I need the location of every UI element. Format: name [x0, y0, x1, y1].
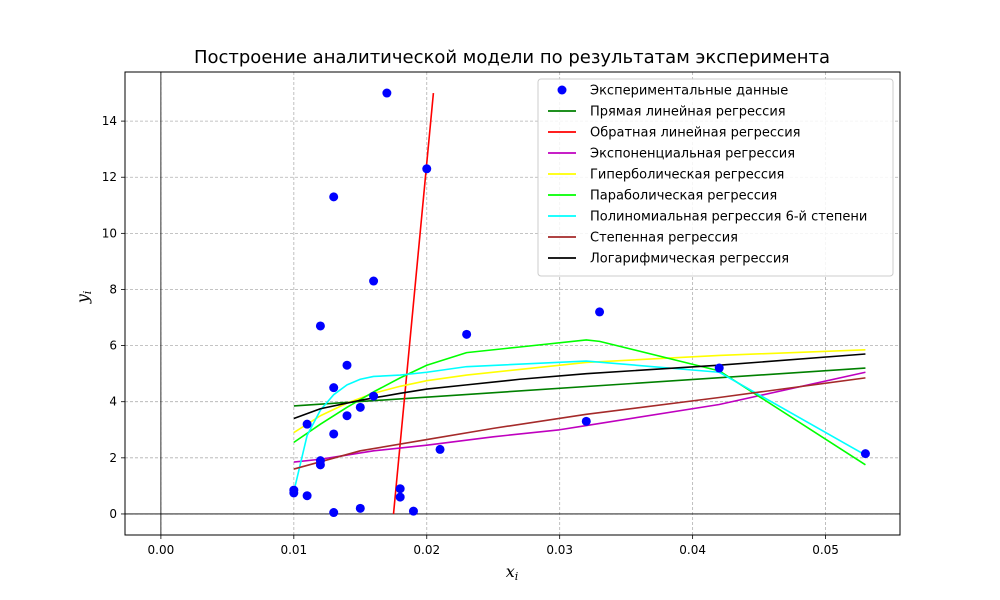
- x-tick-label: 0.02: [413, 543, 440, 557]
- data-point: [289, 488, 299, 498]
- x-tick-label: 0.04: [679, 543, 706, 557]
- series-line: [293, 377, 866, 470]
- data-point: [315, 460, 325, 470]
- data-point: [395, 492, 405, 502]
- data-point: [408, 506, 418, 516]
- y-tick-label: 12: [102, 170, 117, 184]
- data-point: [329, 383, 339, 393]
- x-tick-label: 0.01: [280, 543, 307, 557]
- legend-label: Прямая линейная регрессия: [590, 105, 786, 120]
- y-axis-label: yi: [73, 291, 94, 305]
- data-point: [329, 508, 339, 518]
- series-line: [293, 371, 866, 463]
- plot-area: 0.00 0.01 0.02 0.03 0.04 0.05 0 2 4 6 8 10 12 14 Экспе…: [102, 71, 901, 557]
- data-point: [342, 360, 352, 370]
- y-tick-label: 10: [102, 226, 117, 240]
- series-line: [293, 360, 866, 492]
- data-point: [329, 429, 339, 439]
- data-point: [395, 484, 405, 494]
- data-point: [329, 192, 339, 202]
- legend-box: [537, 78, 894, 277]
- legend-label: Логарифмическая регрессия: [590, 252, 789, 267]
- legend: Экспериментальные данные Прямая линейная …: [537, 78, 894, 277]
- data-point: [422, 164, 432, 174]
- x-tick-label: 0.03: [546, 543, 573, 557]
- data-point: [435, 444, 445, 454]
- x-axis-label-main: x: [506, 562, 515, 581]
- chart-title: Построение аналитической модели по резул…: [194, 47, 830, 68]
- data-point: [355, 503, 365, 513]
- data-point: [860, 449, 870, 459]
- data-point: [302, 419, 312, 429]
- series-line: [293, 367, 866, 407]
- data-points-group: [289, 88, 870, 518]
- data-point: [369, 276, 379, 286]
- series-line: [293, 353, 866, 420]
- data-point: [595, 307, 605, 317]
- data-point: [581, 416, 591, 426]
- x-axis-label-sub: i: [515, 570, 519, 583]
- legend-label: Полиномиальная регрессия 6-й степени: [590, 210, 867, 225]
- series-line: [293, 349, 866, 434]
- data-point: [355, 402, 365, 412]
- legend-label: Экспоненциальная регрессия: [590, 147, 795, 162]
- legend-marker: [557, 85, 567, 95]
- data-point: [714, 363, 724, 373]
- legend-label: Степенная регрессия: [590, 231, 738, 246]
- x-tick-label: 0.05: [812, 543, 839, 557]
- legend-label: Экспериментальные данные: [590, 84, 788, 99]
- x-axis-label: xi: [506, 562, 519, 583]
- legend-label: Параболическая регрессия: [590, 189, 777, 204]
- data-point: [302, 491, 312, 501]
- plot-frame: [124, 71, 901, 536]
- legend-label: Гиперболическая регрессия: [590, 168, 784, 183]
- y-tick-label: 8: [109, 282, 117, 296]
- data-point: [315, 321, 325, 331]
- data-point: [342, 411, 352, 421]
- y-tick-label: 14: [102, 114, 117, 128]
- data-point: [382, 88, 392, 98]
- series-group: [293, 92, 866, 515]
- y-axis-label-main: y: [73, 293, 92, 304]
- x-tick-label: 0.00: [148, 543, 175, 557]
- y-tick-label: 2: [109, 451, 117, 465]
- y-axis-label-sub: i: [81, 291, 94, 295]
- legend-label: Обратная линейная регрессия: [590, 126, 800, 141]
- data-point: [462, 329, 472, 339]
- y-tick-label: 6: [109, 339, 117, 353]
- series-line: [293, 339, 866, 466]
- y-tick-label: 0: [109, 507, 117, 521]
- y-tick-label: 4: [109, 395, 117, 409]
- data-point: [369, 391, 379, 401]
